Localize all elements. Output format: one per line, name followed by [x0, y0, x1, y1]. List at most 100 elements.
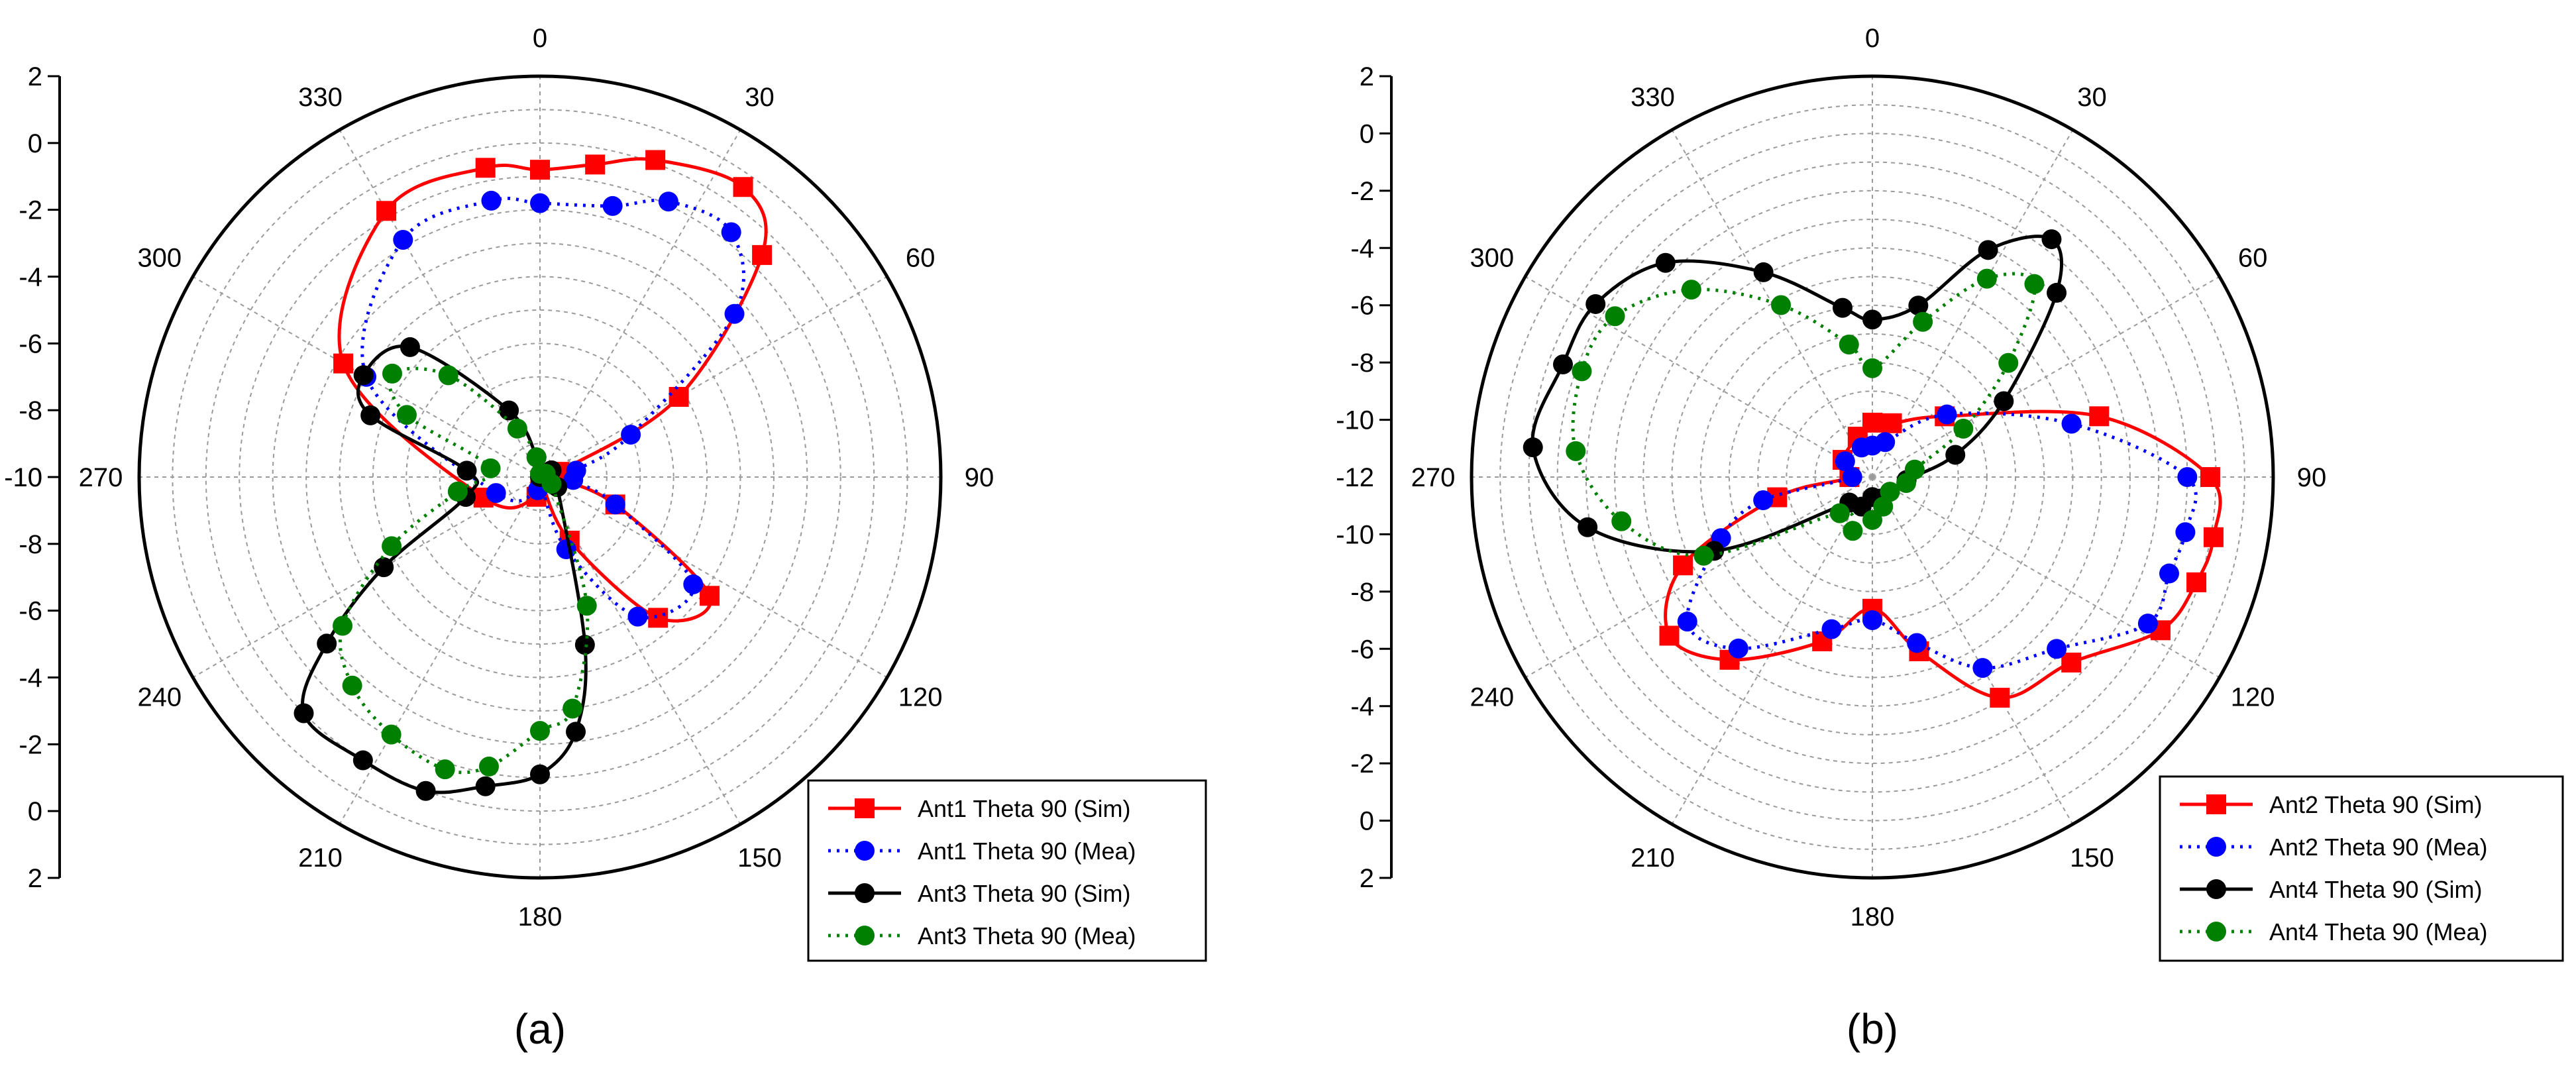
radial-tick-label: -8 [19, 530, 42, 559]
legend-label: Ant3 Theta 90 (Sim) [918, 880, 1131, 907]
data-point [1659, 625, 1680, 646]
data-point [1908, 296, 1929, 316]
data-point [645, 150, 666, 170]
data-point [530, 193, 550, 213]
series-2 [1677, 404, 2198, 678]
angle-tick-label: 90 [965, 463, 994, 492]
data-point [352, 750, 373, 771]
data-point [733, 177, 753, 197]
data-point [658, 191, 678, 212]
data-point [381, 724, 402, 745]
legend-swatch-marker [855, 883, 875, 903]
data-point [435, 759, 455, 780]
data-point [1839, 334, 1859, 354]
data-point [1862, 309, 1882, 330]
radial-tick-label: 2 [28, 62, 42, 91]
radial-tick-label: -4 [1350, 692, 1374, 722]
data-point [1771, 295, 1792, 315]
data-point [1728, 638, 1748, 659]
data-point [530, 764, 550, 784]
legend-label: Ant4 Theta 90 (Sim) [2269, 876, 2483, 903]
data-point [438, 365, 458, 386]
data-point [1842, 467, 1862, 487]
data-point [2061, 413, 2082, 434]
data-point [585, 154, 606, 175]
angle-tick-label: 210 [1631, 843, 1675, 873]
grid-ring [1699, 304, 2045, 650]
data-point [1907, 633, 1927, 653]
data-point [563, 698, 583, 719]
data-point [1753, 490, 1774, 511]
data-point [1835, 451, 1855, 472]
series-line [1571, 272, 2037, 558]
legend-swatch-marker [2206, 837, 2226, 857]
data-point [1875, 432, 1896, 453]
data-point [1873, 496, 1894, 517]
data-point [333, 616, 353, 636]
legend-box [2159, 775, 2564, 962]
data-point [1880, 482, 1900, 502]
grid-spoke [539, 476, 888, 678]
data-point [1976, 268, 1997, 289]
outer-ring [1470, 74, 2275, 880]
angle-tick-label: 0 [533, 24, 547, 53]
series-line [1664, 409, 2222, 700]
radial-tick-label: 2 [28, 864, 42, 893]
angle-tick-label: 90 [2297, 463, 2327, 492]
angle-tick-label: 270 [1411, 463, 1456, 492]
data-point [1572, 361, 1592, 382]
data-point [475, 776, 496, 796]
data-point [400, 337, 420, 357]
data-point [1972, 658, 1993, 678]
radial-tick-label: -10 [4, 463, 42, 492]
radial-tick-label: -10 [1336, 520, 1374, 549]
data-point [605, 494, 625, 515]
polar-chart-a: 030609012015018021024027030033020-2-4-6-… [4, 24, 1207, 1053]
angle-tick-label: 300 [137, 244, 182, 273]
data-point [1677, 612, 1697, 632]
data-point [2200, 467, 2220, 487]
legend-swatch-marker [855, 841, 875, 861]
data-point [342, 675, 362, 696]
data-point [1655, 252, 1676, 273]
radial-center-tick-label: 10 [13, 463, 43, 492]
radial-tick-label: -6 [19, 597, 42, 626]
data-point [481, 190, 502, 211]
radial-tick-label: -8 [19, 396, 42, 425]
angle-tick-label: 120 [898, 683, 943, 712]
data-point [1753, 262, 1774, 282]
data-point [2047, 639, 2067, 659]
series-line [337, 157, 768, 623]
legend-label: Ant2 Theta 90 (Mea) [2269, 834, 2488, 861]
grid-spoke [539, 129, 741, 478]
data-point [2186, 572, 2207, 592]
grid-spoke [1872, 476, 2074, 825]
data-point [382, 536, 402, 557]
grid-spoke [539, 476, 741, 825]
data-point [1882, 413, 1902, 433]
angle-tick-label: 120 [2231, 683, 2275, 712]
polar-chart-b: 0 30 60 90 120 150 180 210 240 270 300 330 2 0 -2 -4 -6 -… [1336, 24, 2564, 1053]
data-point [376, 201, 397, 221]
data-point [700, 586, 720, 606]
data-point [478, 756, 499, 777]
radial-tick-label: -2 [1350, 749, 1374, 779]
radial-tick-label: 0 [28, 129, 42, 158]
data-point [1862, 358, 1882, 378]
data-point [721, 222, 741, 242]
data-point [1862, 610, 1882, 631]
angle-tick-label: 30 [2077, 83, 2107, 112]
data-point [1578, 517, 1598, 537]
data-point [2137, 614, 2158, 634]
grid-ring [405, 343, 674, 612]
data-point [317, 633, 337, 654]
angle-tick-label: 180 [1851, 902, 1895, 932]
data-point [2047, 282, 2067, 303]
data-point [2177, 467, 2198, 487]
series-1 [1659, 406, 2224, 708]
data-point [393, 229, 413, 250]
radial-tick-label: -6 [1350, 292, 1374, 321]
angle-tick-label: 30 [745, 83, 775, 112]
grid-spoke [1872, 476, 2220, 678]
